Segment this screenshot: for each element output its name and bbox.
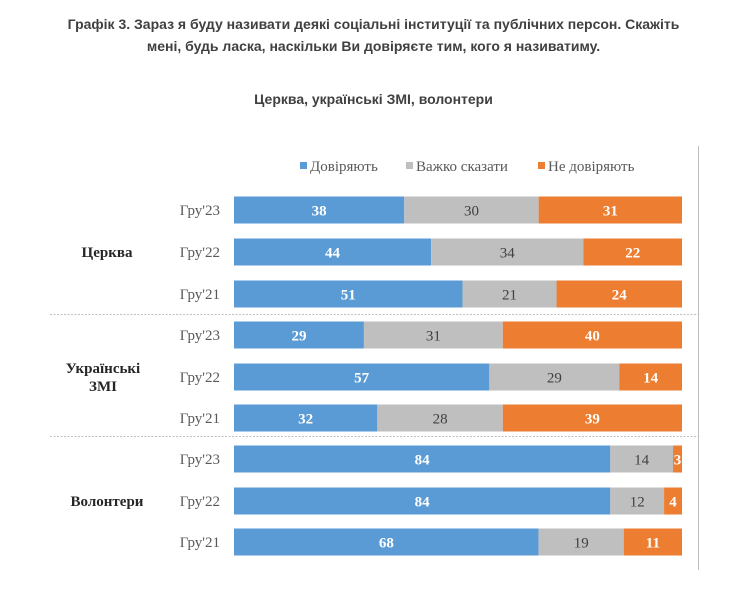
data-label: 12 [630, 495, 645, 511]
data-label: 11 [646, 536, 660, 552]
bar-segment [610, 445, 674, 473]
bar-segment [538, 196, 682, 224]
bar-segment [610, 487, 665, 515]
group-label-line1: Українські [66, 361, 140, 377]
bar-segment [363, 321, 503, 349]
data-label: 29 [291, 329, 306, 345]
bar-segment [234, 404, 378, 432]
chart-title-line1: Графік 3. Зараз я буду називати деякі со… [67, 16, 680, 32]
bar-segment [619, 363, 682, 391]
chart-title-line2: мені, будь ласка, наскільки Ви довіряєте… [146, 38, 601, 54]
bar-row: 38 30 31 [234, 196, 682, 224]
data-label: 14 [643, 371, 659, 387]
bar-segment [377, 404, 503, 432]
chart-title: Графік 3. Зараз я буду називати деякі со… [0, 13, 747, 57]
category-label: Гру'23 [180, 203, 220, 219]
bar-segment [431, 238, 584, 266]
bar-row: 51 21 24 [234, 280, 682, 308]
group-label: Церква [82, 245, 133, 261]
category-label: Гру'22 [180, 494, 220, 510]
bar-row: 29 31 40 [234, 321, 682, 349]
category-labels: Гру'23 Гру'22 Гру'21 Гру'23 Гру'22 Гру'21 Гру'… [66, 203, 220, 551]
bar-segment [502, 404, 682, 432]
bar-segment [234, 238, 432, 266]
data-label: 31 [603, 204, 618, 220]
data-label: 31 [426, 329, 441, 345]
bar-segment [234, 321, 364, 349]
bar-segment [664, 487, 682, 515]
group-label: Волонтери [71, 494, 144, 510]
category-label: Гру'23 [180, 452, 220, 468]
bar-segment [234, 487, 611, 515]
data-label: 34 [500, 246, 516, 262]
data-label: 14 [634, 453, 650, 469]
legend-label: Не довіряють [548, 159, 635, 175]
bar-row: 84 12 4 [234, 487, 682, 515]
data-label: 30 [464, 204, 479, 220]
bar-segment [234, 196, 405, 224]
bar-segment [404, 196, 539, 224]
bar-segment [234, 280, 463, 308]
bar-row: 84 14 3 [234, 445, 682, 473]
bar-segment [556, 280, 682, 308]
data-label: 84 [415, 453, 431, 469]
bar-segment [234, 528, 539, 556]
data-label: 29 [547, 371, 562, 387]
data-label: 57 [354, 371, 370, 387]
data-label: 68 [379, 536, 394, 552]
bar-row: 68 19 11 [234, 528, 682, 556]
bar-segment [234, 445, 611, 473]
data-label: 22 [625, 246, 640, 262]
legend-swatch [406, 162, 413, 169]
legend-label: Довіряють [310, 159, 378, 175]
bar-row: 32 28 39 [234, 404, 682, 432]
data-label: 3 [674, 453, 682, 469]
bar-segment [673, 445, 682, 473]
bar-row: 44 34 22 [234, 238, 682, 266]
data-label: 51 [341, 288, 356, 304]
data-label: 44 [325, 246, 341, 262]
legend: Довіряють Важко сказати Не довіряють [300, 159, 635, 175]
data-label: 19 [574, 536, 589, 552]
legend-swatch [538, 162, 545, 169]
category-label: Гру'22 [180, 245, 220, 261]
data-label: 84 [415, 495, 431, 511]
legend-swatch [300, 162, 307, 169]
category-label: Гру'21 [180, 287, 220, 303]
data-label: 21 [502, 288, 517, 304]
category-label: Гру'23 [180, 328, 220, 344]
group-label-line2: ЗМІ [89, 379, 117, 395]
bar-segment [489, 363, 620, 391]
category-label: Гру'21 [180, 535, 220, 551]
bar-segment [623, 528, 682, 556]
chart-subtitle: Церква, українські ЗМІ, волонтери [254, 91, 493, 107]
data-label: 32 [298, 412, 313, 428]
data-label: 24 [612, 288, 628, 304]
category-label: Гру'22 [180, 370, 220, 386]
data-label: 40 [585, 329, 600, 345]
bar-segment [538, 528, 624, 556]
data-label: 28 [433, 412, 448, 428]
bar-segment [502, 321, 682, 349]
bar-segment [462, 280, 557, 308]
data-label: 38 [312, 204, 327, 220]
bar-row: 57 29 14 [234, 363, 682, 391]
legend-label: Важко сказати [416, 159, 508, 175]
bar-segment [583, 238, 682, 266]
data-label: 39 [585, 412, 600, 428]
data-label: 4 [669, 495, 677, 511]
bar-segment [234, 363, 490, 391]
category-label: Гру'21 [180, 411, 220, 427]
